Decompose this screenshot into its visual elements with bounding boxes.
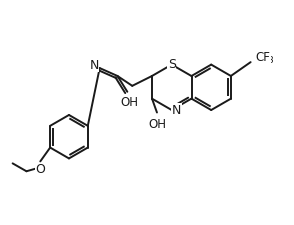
Text: CF: CF [255,51,270,64]
Text: OH: OH [120,96,138,109]
Text: 3: 3 [268,56,273,65]
Text: OH: OH [148,118,166,131]
Text: N: N [89,58,99,72]
Text: S: S [168,58,176,71]
Text: N: N [172,104,181,117]
Text: O: O [35,163,45,176]
